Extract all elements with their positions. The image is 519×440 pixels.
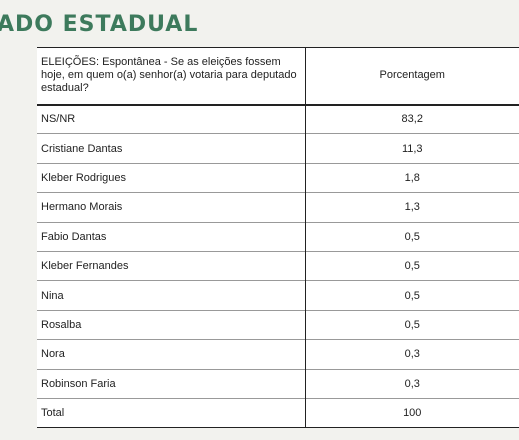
table-row: Nina 0,5 — [37, 280, 519, 311]
candidate-percentage: 0,3 — [304, 339, 519, 370]
table-row: Kleber Rodrigues 1,8 — [37, 163, 519, 193]
candidate-name: Cristiane Dantas — [41, 142, 123, 155]
table-row: Robinson Faria 0,3 — [37, 369, 519, 399]
page-title: ADO ESTADUAL — [0, 12, 199, 37]
candidate-percentage: 0,5 — [304, 251, 519, 281]
table-row: Rosalba 0,5 — [37, 310, 519, 340]
candidate-percentage: 1,3 — [304, 192, 519, 223]
table-row: Fabio Dantas 0,5 — [37, 222, 519, 252]
candidate-percentage: 1,8 — [304, 163, 519, 193]
header-percentage: Porcentagem — [304, 47, 519, 105]
candidate-percentage: 0,5 — [304, 280, 519, 311]
table-row: Kleber Fernandes 0,5 — [37, 251, 519, 281]
results-table-card: ELEIÇÕES: Espontânea - Se as eleições fo… — [37, 47, 519, 428]
candidate-percentage: 0,3 — [304, 369, 519, 399]
candidate-percentage: 0,5 — [304, 222, 519, 252]
candidate-name: Kleber Fernandes — [41, 260, 129, 273]
candidate-name: Rosalba — [41, 318, 82, 331]
table-header-row: ELEIÇÕES: Espontânea - Se as eleições fo… — [37, 47, 519, 105]
table-row: NS/NR 83,2 — [37, 104, 519, 134]
table-row: Hermano Morais 1,3 — [37, 192, 519, 223]
candidate-name: Hermano Morais — [41, 201, 123, 214]
header-question: ELEIÇÕES: Espontânea - Se as eleições fo… — [41, 56, 297, 95]
candidate-name: Fabio Dantas — [41, 230, 107, 243]
total-label: Total — [41, 407, 65, 420]
candidate-name: Nina — [41, 289, 64, 302]
table-row-total: Total 100 — [37, 398, 519, 428]
candidate-name: Kleber Rodrigues — [41, 171, 126, 184]
candidate-percentage: 83,2 — [304, 104, 519, 134]
candidate-name: Nora — [41, 348, 65, 361]
table-row: Cristiane Dantas 11,3 — [37, 133, 519, 164]
candidate-percentage: 0,5 — [304, 310, 519, 340]
candidate-percentage: 11,3 — [304, 133, 519, 164]
total-percentage: 100 — [304, 398, 519, 428]
results-table: ELEIÇÕES: Espontânea - Se as eleições fo… — [37, 47, 519, 428]
candidate-name: NS/NR — [41, 113, 76, 126]
table-row: Nora 0,3 — [37, 339, 519, 370]
candidate-name: Robinson Faria — [41, 377, 116, 390]
